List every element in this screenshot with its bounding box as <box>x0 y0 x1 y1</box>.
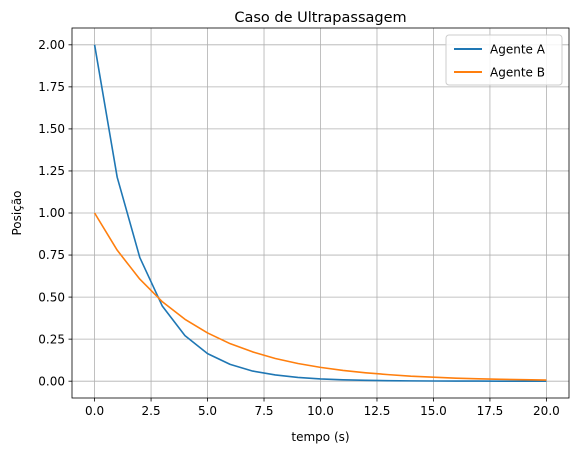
y-tick-label: 1.00 <box>38 206 65 220</box>
y-tick-label: 0.50 <box>38 290 65 304</box>
x-tick-label: 2.5 <box>142 404 161 418</box>
legend-label-agente-b: Agente B <box>490 66 545 80</box>
y-tick-label: 0.25 <box>38 332 65 346</box>
y-tick-label: 0.00 <box>38 374 65 388</box>
series-line-agente-b <box>93 212 547 381</box>
legend-label-agente-a: Agente A <box>490 43 546 57</box>
x-tick-label: 10.0 <box>307 404 334 418</box>
axis-ticks: 0.0 2.5 5.0 7.5 10.0 12.5 15.0 17.5 20.0 0.00 0.25… <box>38 38 559 418</box>
x-tick-label: 17.5 <box>477 404 504 418</box>
x-axis-label: tempo (s) <box>291 430 349 444</box>
series-line-agente-a <box>93 44 547 382</box>
y-tick-label: 1.25 <box>38 164 65 178</box>
y-tick-label: 1.50 <box>38 122 65 136</box>
x-tick-label: 0.0 <box>85 404 104 418</box>
y-tick-label: 1.75 <box>38 80 65 94</box>
x-tick-label: 20.0 <box>533 404 560 418</box>
series-lines <box>93 44 547 382</box>
chart-title: Caso de Ultrapassagem <box>234 10 406 26</box>
legend: Agente A Agente B <box>445 34 563 86</box>
y-tick-label: 2.00 <box>38 38 65 52</box>
x-tick-label: 5.0 <box>198 404 217 418</box>
y-tick-label: 0.75 <box>38 248 65 262</box>
x-tick-label: 15.0 <box>420 404 447 418</box>
y-axis-label: Posição <box>10 190 24 235</box>
x-tick-label: 12.5 <box>364 404 391 418</box>
x-tick-label: 7.5 <box>254 404 273 418</box>
